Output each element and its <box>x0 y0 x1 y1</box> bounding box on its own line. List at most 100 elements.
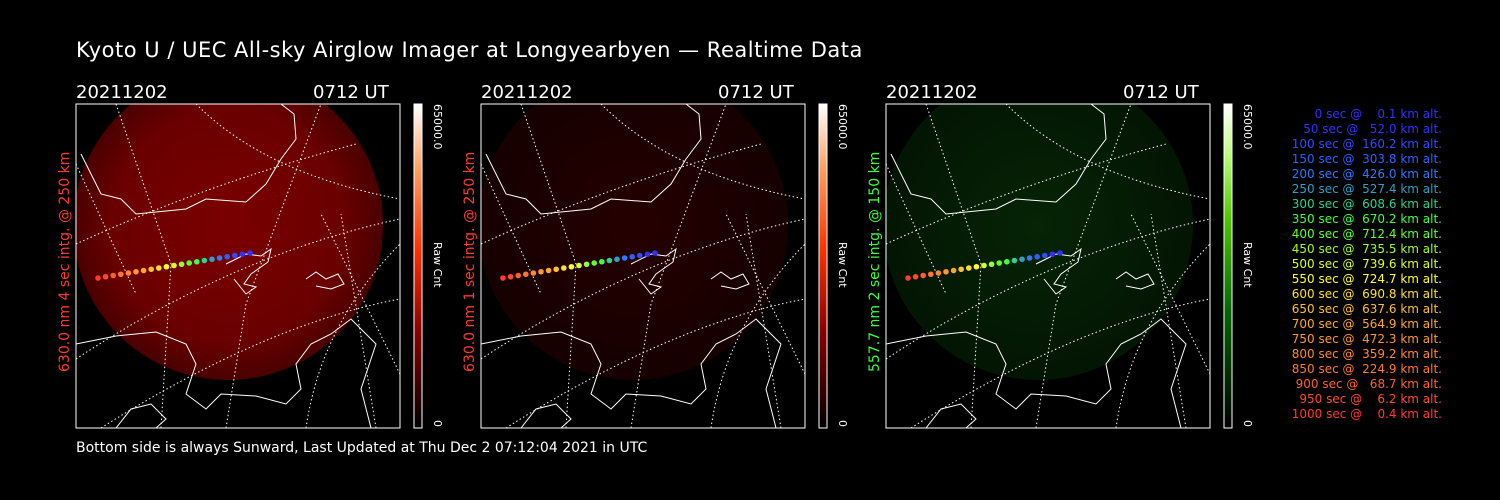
legend-row: 200 sec @ 426.0 km alt. <box>1287 167 1442 181</box>
satellite-track-point <box>553 266 559 273</box>
coastline-svalbard <box>1035 247 1082 295</box>
satellite-track-point <box>629 253 635 260</box>
coastline-greenland <box>485 104 702 215</box>
coastline-iceland <box>115 403 167 428</box>
satellite-track-point <box>943 268 949 275</box>
panel-1-colorbar <box>413 103 423 429</box>
satellite-track-point <box>1057 250 1063 256</box>
satellite-track-point <box>140 267 147 274</box>
panel-1-frame <box>75 103 401 429</box>
satellite-track-point <box>125 270 132 276</box>
panel-1-time: 0712 UT <box>313 82 389 103</box>
panel-2-sky-disk <box>481 104 788 380</box>
coastline-greenland <box>80 104 297 215</box>
legend-row: 450 sec @ 735.5 km alt. <box>1287 242 1442 256</box>
satellite-track-point <box>163 263 170 270</box>
satellite-track-point <box>545 267 552 274</box>
coastline-iceland <box>925 403 977 428</box>
panel-3-sky-disk <box>886 104 1193 380</box>
satellite-track-point <box>523 271 529 278</box>
satellite-track-point <box>966 265 972 271</box>
satellite-track-point <box>538 268 544 275</box>
satellite-track-point <box>1019 256 1025 263</box>
satellite-track-point <box>133 268 139 275</box>
legend-row: 700 sec @ 564.9 km alt. <box>1287 317 1442 331</box>
satellite-track-point <box>194 258 200 265</box>
legend-row: 600 sec @ 690.8 km alt. <box>1287 287 1442 301</box>
latitude-line <box>76 143 357 245</box>
satellite-track-point <box>935 270 942 276</box>
panel-1-sky-disk <box>76 104 383 380</box>
satellite-track-point <box>1034 253 1040 260</box>
latitude-line <box>195 104 400 200</box>
meridian-line <box>520 104 577 428</box>
panel-3-frame <box>885 103 1211 429</box>
legend-row: 800 sec @ 359.2 km alt. <box>1287 347 1442 361</box>
satellite-track-point <box>95 275 101 281</box>
satellite-track-point <box>500 275 506 281</box>
satellite-track-point <box>988 261 995 268</box>
coastline-franz-josef <box>710 271 750 290</box>
panel-2-date: 20211202 <box>481 82 573 103</box>
satellite-track-point <box>1011 257 1018 264</box>
satellite-track-point <box>996 260 1002 266</box>
satellite-track-point <box>530 270 537 276</box>
meridian-line <box>1115 243 1210 428</box>
satellite-track-point <box>561 265 567 271</box>
legend-row: 250 sec @ 527.4 km alt. <box>1287 182 1442 196</box>
legend-row: 0 sec @ 0.1 km alt. <box>1303 107 1442 121</box>
satellite-track-point <box>171 262 177 269</box>
satellite-track-point <box>958 266 964 273</box>
satellite-track-point <box>209 256 215 263</box>
legend-row: 100 sec @ 160.2 km alt. <box>1287 137 1442 151</box>
panel-2-frame <box>480 103 806 429</box>
satellite-track-point <box>1042 252 1048 259</box>
satellite-track-point <box>637 252 643 259</box>
meridian-line <box>925 104 982 428</box>
satellite-track-point <box>905 275 911 281</box>
satellite-track-point <box>247 250 253 256</box>
satellite-track-point <box>644 251 651 258</box>
coastline-svalbard <box>630 247 677 295</box>
latitude-line <box>886 143 1167 245</box>
satellite-track-point <box>568 263 575 270</box>
satellite-track-point <box>912 273 919 280</box>
legend-row: 750 sec @ 472.3 km alt. <box>1287 332 1442 346</box>
satellite-track-point <box>950 267 957 274</box>
satellite-track-point <box>1049 251 1056 258</box>
latitude-line <box>1005 104 1210 200</box>
satellite-track-point <box>110 272 116 279</box>
panel-3-image <box>886 104 1210 428</box>
satellite-track-point <box>186 260 192 266</box>
legend-row: 300 sec @ 608.6 km alt. <box>1287 197 1442 211</box>
panel-3-date: 20211202 <box>886 82 978 103</box>
legend-row: 350 sec @ 670.2 km alt. <box>1287 212 1442 226</box>
legend-row: 650 sec @ 637.6 km alt. <box>1287 302 1442 316</box>
meridian-line <box>115 104 172 428</box>
coastline-greenland <box>890 104 1107 215</box>
meridian-line <box>710 243 805 428</box>
satellite-track-point <box>981 262 987 269</box>
panel-2-time: 0712 UT <box>718 82 794 103</box>
meridian-line <box>305 243 400 428</box>
satellite-track-point <box>973 263 980 270</box>
satellite-track-point <box>156 265 162 271</box>
satellite-track-point <box>1026 255 1033 261</box>
satellite-track-point <box>591 260 597 266</box>
meridian-line <box>1035 104 1132 428</box>
legend-row: 150 sec @ 303.8 km alt. <box>1287 152 1442 166</box>
legend-row: 500 sec @ 739.6 km alt. <box>1287 257 1442 271</box>
satellite-track-point <box>178 261 185 268</box>
meridian-line <box>630 104 727 428</box>
coastline-franz-josef <box>305 271 345 290</box>
legend-row: 1000 sec @ 0.4 km alt. <box>1291 407 1442 421</box>
satellite-track-point <box>583 261 590 268</box>
satellite-track-point <box>652 250 658 256</box>
panel-2-image <box>481 104 805 428</box>
panel-3-time: 0712 UT <box>1123 82 1199 103</box>
satellite-track-point <box>118 271 124 278</box>
meridian-line <box>745 213 782 428</box>
satellite-track-point <box>621 255 628 261</box>
panel-2-colorbar <box>818 103 828 429</box>
legend-row: 400 sec @ 712.4 km alt. <box>1287 227 1442 241</box>
